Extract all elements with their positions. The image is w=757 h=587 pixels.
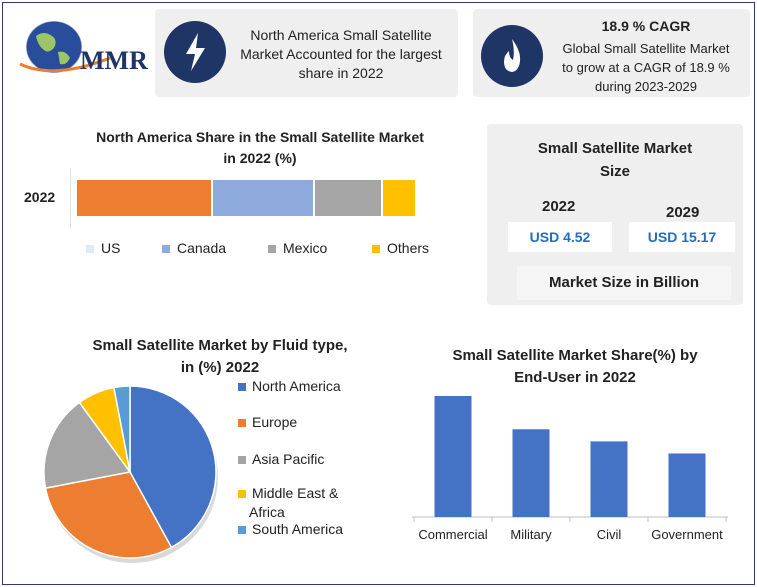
legend-mexico-label: Mexico — [283, 240, 328, 256]
market-size-title-line-1: Small Satellite Market — [537, 140, 693, 157]
share-chart-title: North America Share in the Small Satelli… — [60, 127, 460, 169]
pie-legend-asia-pacific-label: Asia Pacific — [252, 451, 325, 467]
legend-canada-swatch — [162, 245, 170, 254]
info-card-1-line-3: share in 2022 — [298, 65, 384, 81]
info-card-1-line-1: North America Small Satellite — [250, 27, 432, 43]
pie-legend-south-america: South America — [238, 520, 343, 539]
info-card-2-line-1: Global Small Satellite Market — [562, 41, 730, 56]
share-segment-mexico — [315, 180, 381, 216]
pie-slice-south-america — [113, 385, 131, 473]
market-size-year-2022: 2022 — [542, 198, 576, 215]
pie-legend-middle-east-africa-swatch — [238, 490, 246, 498]
end-user-bar-chart: Commercial Military Civil Government — [412, 396, 728, 542]
info-card-2-line-2: to grow at a CAGR of 18.9 % — [562, 60, 730, 75]
globe-icon — [19, 20, 111, 74]
legend-mexico: Mexico — [268, 240, 327, 256]
info-card-largest-share: North America Small Satellite Market Acc… — [155, 9, 458, 97]
legend-us: US — [86, 240, 120, 256]
legend-others-swatch — [372, 245, 380, 254]
pie-chart-title-line-2: in (%) 2022 — [180, 359, 260, 376]
share-chart-title-line-2: in 2022 (%) — [223, 150, 297, 166]
pie-legend-north-america-label: North America — [252, 378, 341, 394]
end-user-bar-civil — [590, 441, 628, 517]
end-user-tick-label-commercial: Commercial — [418, 527, 487, 542]
end-user-chart-title-line-2: End-User in 2022 — [514, 369, 636, 386]
legend-us-label: US — [101, 240, 121, 256]
legend-others: Others — [372, 240, 429, 256]
share-segment-others — [383, 180, 415, 216]
flame-icon — [481, 25, 543, 87]
market-size-title-line-2: Size — [599, 163, 630, 180]
pie-legend-south-america-label: South America — [252, 521, 344, 537]
lightning-icon — [164, 21, 226, 83]
cagr-title: 18.9 % CAGR — [601, 18, 691, 34]
pie-chart-title-line-1: Small Satellite Market by Fluid type, — [92, 337, 348, 354]
logo: MMR — [14, 14, 160, 80]
pie-legend-asia-pacific-swatch — [238, 456, 246, 465]
pie-legend-europe-swatch — [238, 419, 246, 428]
pie-legend-north-america: North America — [238, 377, 341, 396]
share-stacked-bar — [70, 168, 415, 228]
legend-us-swatch — [86, 245, 94, 254]
end-user-tick-label-civil: Civil — [597, 527, 622, 542]
pie-legend-north-america-swatch — [238, 383, 246, 392]
share-chart-title-line-1: North America Share in the Small Satelli… — [96, 129, 424, 145]
pie-legend-asia-pacific: Asia Pacific — [238, 450, 324, 469]
legend-canada: Canada — [162, 240, 226, 256]
market-size-value-2029: USD 15.17 — [629, 222, 735, 252]
end-user-chart-title: Small Satellite Market Share(%) by End-U… — [420, 345, 730, 389]
pie-legend-middle-east-africa-label: Middle East & Africa — [249, 485, 339, 520]
share-chart-category-label: 2022 — [24, 189, 56, 205]
market-size-value-2022: USD 4.52 — [508, 222, 612, 252]
legend-canada-label: Canada — [177, 240, 227, 256]
pie-slice-north-america — [129, 385, 217, 549]
end-user-tick-label-military: Military — [510, 527, 552, 542]
share-segment-us — [77, 180, 211, 216]
logo-text: MMR — [80, 46, 148, 75]
info-card-cagr: 18.9 % CAGR Global Small Satellite Marke… — [473, 9, 750, 97]
legend-mexico-swatch — [268, 245, 276, 254]
share-segment-canada — [213, 180, 313, 216]
market-size-card: Small Satellite Market Size 2022 2029 US… — [487, 124, 743, 305]
pie-slice-asia-pacific — [43, 401, 132, 489]
pie-legend-europe: Europe — [238, 413, 297, 432]
pie-slice-europe — [44, 471, 173, 559]
end-user-bar-government — [668, 453, 706, 517]
end-user-chart-title-line-1: Small Satellite Market Share(%) by — [452, 347, 698, 364]
pie-legend-europe-label: Europe — [252, 414, 298, 430]
market-size-year-2029: 2029 — [666, 204, 700, 221]
info-card-2-line-3: during 2023-2029 — [595, 79, 697, 94]
market-size-footer: Market Size in Billion — [517, 266, 731, 300]
pie-legend-middle-east-africa: Middle East & Africa — [238, 484, 348, 522]
region-pie-chart — [43, 385, 218, 563]
end-user-bar-commercial — [434, 396, 472, 517]
info-card-1-line-2: Market Accounted for the largest — [240, 46, 442, 62]
legend-others-label: Others — [387, 240, 430, 256]
pie-legend-south-america-swatch — [238, 526, 246, 535]
end-user-bar-military — [512, 429, 550, 517]
pie-chart-title: Small Satellite Market by Fluid type, in… — [70, 335, 370, 379]
end-user-tick-label-government: Government — [651, 527, 723, 542]
